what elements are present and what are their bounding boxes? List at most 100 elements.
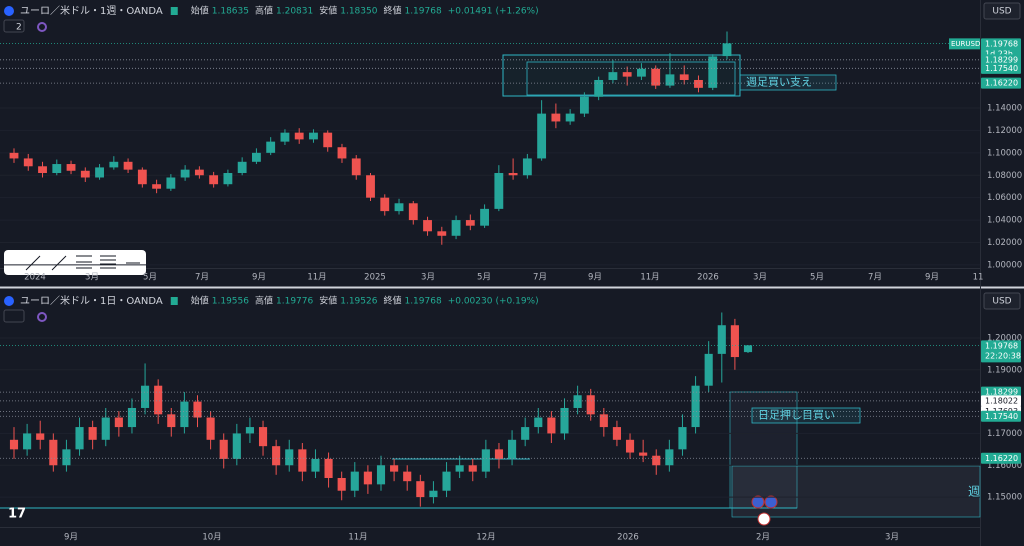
candle-body [608, 72, 618, 80]
collapse-button[interactable] [3, 309, 25, 323]
annotation: 週 [968, 485, 980, 499]
x-tick-label: 9月 [925, 273, 939, 283]
collapse-button[interactable] [3, 19, 25, 33]
candle-body [599, 414, 608, 428]
candle-body [679, 74, 689, 80]
candle-body [551, 113, 561, 122]
candle-body [586, 395, 595, 415]
event-icon[interactable] [751, 495, 765, 509]
candle-body [237, 161, 247, 174]
interval-control[interactable]: 2 [16, 23, 22, 33]
candle-body [101, 417, 110, 440]
candle-body [294, 132, 304, 140]
candle-body [95, 167, 104, 178]
y-tick-label: 1.12000 [987, 126, 1022, 136]
stat-value: 1.18635 [212, 7, 249, 17]
candle-body [565, 113, 575, 122]
candle-body [324, 458, 333, 478]
countdown: 22:20:38 [985, 351, 1021, 360]
currency[interactable]: USD [992, 7, 1011, 17]
candle-body [376, 465, 386, 485]
candle-body [730, 325, 739, 358]
candle-body [154, 385, 163, 415]
event-icon[interactable] [764, 495, 778, 509]
candle-body [743, 345, 753, 353]
candle-body [127, 407, 137, 428]
candle-body [36, 433, 45, 440]
candle-body [622, 72, 632, 77]
candle-body [351, 158, 361, 176]
candle-body [508, 439, 517, 459]
price-label-box [981, 452, 1021, 464]
flag [170, 7, 178, 15]
candle-body [534, 417, 543, 428]
x-tick-label: 3月 [753, 273, 767, 283]
x-tick-label: 5月 [143, 273, 157, 283]
currency-button[interactable] [983, 292, 1021, 310]
chart-title: ユーロ／米ドル・1週・OANDA [20, 4, 163, 17]
candle-body [468, 465, 477, 472]
price-label: 1.17540 [985, 412, 1018, 421]
x-tick-label: 7月 [533, 273, 547, 283]
candle-body [49, 439, 58, 466]
x-tick-label: 2026 [617, 533, 639, 543]
tool-channel[interactable] [76, 255, 92, 269]
y-tick-label: 1.14000 [987, 104, 1022, 114]
stat-value: 1.18350 [340, 7, 377, 17]
x-tick-label: 5月 [477, 273, 491, 283]
candle-body [114, 417, 123, 428]
price-label-box [981, 410, 1021, 422]
chart-title: ユーロ／米ドル・1日・OANDA [20, 294, 163, 307]
x-tick-label: 3月 [885, 533, 899, 543]
x-tick-label: 2025 [364, 273, 386, 283]
candle-body [363, 471, 372, 485]
indicator-icon [37, 22, 47, 32]
candle-body [280, 132, 290, 142]
x-tick-label: 5月 [810, 273, 824, 283]
stat-value: 1.19776 [276, 297, 313, 307]
candle-body [594, 79, 604, 97]
y-tick-label: 1.16000 [987, 461, 1022, 471]
price-label: 1.16220 [985, 454, 1018, 463]
currency[interactable]: USD [992, 297, 1011, 307]
candle-body [522, 158, 532, 176]
x-tick-label: 11月 [307, 273, 326, 283]
candle-body [152, 184, 162, 189]
candle-body [416, 481, 425, 498]
candle-body [66, 164, 76, 171]
currency-button[interactable] [983, 2, 1021, 20]
candle-body [298, 449, 307, 472]
candle-body [123, 161, 133, 170]
candle-body [258, 427, 268, 447]
candle-body [494, 173, 504, 209]
event-icon[interactable] [757, 512, 771, 526]
candle-body [390, 465, 399, 472]
countdown: 1d 23h [985, 49, 1013, 58]
candle-body [694, 79, 703, 88]
candle-body [691, 385, 700, 428]
candle-body [639, 452, 648, 456]
candle-body [455, 465, 464, 472]
candle-body [337, 477, 346, 491]
stat-name: 安値 [319, 5, 337, 17]
price-label-box [981, 54, 1021, 66]
tool-ray[interactable] [51, 255, 67, 271]
symbol-icon [4, 296, 14, 306]
stat-value: 1.19768 [404, 297, 441, 307]
candle-body [193, 401, 202, 418]
candle-body [480, 208, 490, 226]
annotation-box [751, 407, 861, 424]
candle-body [9, 152, 19, 159]
candle-body [337, 147, 347, 159]
candle-body [350, 471, 359, 491]
stat-value: 1.19768 [404, 7, 441, 17]
tool-trendline[interactable] [25, 255, 41, 271]
tool-fib[interactable] [100, 255, 116, 269]
annotation: 日足押し目買い [758, 408, 835, 422]
candle-body [311, 458, 320, 472]
candle-body [38, 166, 47, 174]
x-tick-label: 2月 [756, 533, 770, 543]
candle-body [285, 449, 294, 466]
candle-body [9, 439, 19, 450]
